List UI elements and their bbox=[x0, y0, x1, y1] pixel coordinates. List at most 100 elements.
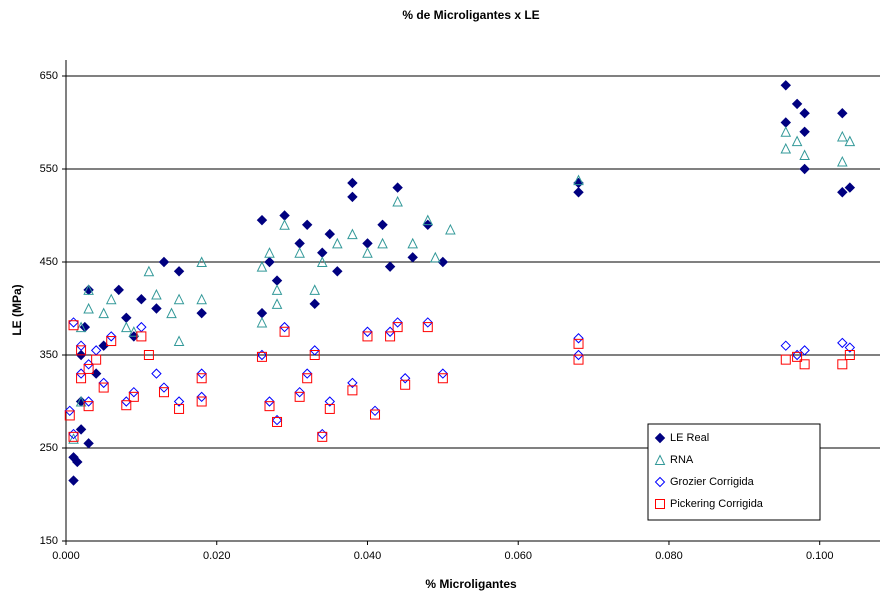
point bbox=[294, 247, 305, 258]
point bbox=[83, 363, 94, 374]
point bbox=[264, 247, 275, 258]
legend-box bbox=[647, 423, 821, 521]
point bbox=[347, 191, 358, 203]
point bbox=[309, 345, 320, 356]
point bbox=[445, 223, 456, 235]
point bbox=[121, 312, 132, 324]
point bbox=[294, 386, 305, 398]
point bbox=[68, 317, 79, 328]
point bbox=[437, 368, 449, 379]
legend-marker bbox=[654, 476, 666, 488]
point bbox=[72, 456, 83, 468]
point bbox=[780, 354, 791, 365]
point bbox=[369, 405, 381, 417]
point bbox=[83, 438, 94, 449]
point bbox=[377, 219, 388, 231]
point bbox=[256, 261, 268, 272]
point bbox=[780, 80, 791, 91]
x-tick-label: 0.100 bbox=[806, 550, 834, 562]
legend-marker bbox=[654, 432, 666, 444]
point bbox=[837, 155, 848, 167]
point bbox=[309, 350, 320, 360]
point bbox=[317, 428, 328, 440]
point bbox=[844, 350, 855, 360]
point bbox=[573, 349, 584, 361]
point bbox=[75, 340, 87, 351]
point bbox=[128, 326, 140, 337]
point bbox=[385, 331, 396, 342]
point bbox=[256, 351, 267, 362]
point bbox=[362, 326, 373, 337]
point bbox=[392, 322, 403, 333]
point bbox=[362, 238, 373, 249]
point bbox=[422, 214, 434, 226]
point bbox=[196, 373, 207, 384]
point bbox=[279, 326, 290, 337]
point bbox=[302, 373, 313, 384]
point bbox=[392, 182, 403, 193]
point bbox=[362, 247, 373, 258]
point bbox=[573, 354, 584, 365]
point bbox=[68, 433, 79, 444]
point bbox=[128, 386, 140, 398]
point bbox=[173, 293, 185, 305]
point bbox=[143, 350, 154, 360]
point bbox=[799, 359, 810, 370]
point bbox=[166, 307, 177, 319]
point bbox=[347, 228, 358, 240]
point bbox=[106, 331, 117, 342]
x-tick-label: 0.060 bbox=[504, 550, 532, 562]
point bbox=[143, 265, 155, 277]
point bbox=[256, 307, 268, 319]
point bbox=[294, 238, 305, 249]
point bbox=[120, 321, 132, 333]
point bbox=[430, 251, 441, 263]
point bbox=[279, 321, 290, 333]
point bbox=[158, 387, 169, 398]
point bbox=[799, 126, 810, 138]
point bbox=[837, 130, 848, 142]
point bbox=[105, 293, 117, 305]
point bbox=[83, 302, 94, 314]
point bbox=[264, 401, 275, 412]
y-tick-label: 250 bbox=[40, 442, 58, 454]
point bbox=[136, 321, 147, 333]
point bbox=[332, 237, 343, 249]
point bbox=[196, 391, 207, 403]
point bbox=[173, 266, 185, 277]
point bbox=[400, 379, 411, 390]
y-tick-label: 350 bbox=[40, 349, 58, 361]
point bbox=[799, 149, 810, 161]
point bbox=[791, 98, 803, 110]
point bbox=[256, 316, 268, 328]
point bbox=[121, 400, 132, 411]
point bbox=[407, 252, 418, 263]
point bbox=[844, 135, 856, 147]
y-tick-label: 550 bbox=[40, 163, 58, 175]
y-tick-label: 450 bbox=[40, 256, 58, 268]
point bbox=[792, 351, 803, 362]
point bbox=[83, 284, 94, 296]
point bbox=[799, 163, 810, 175]
point bbox=[98, 307, 109, 319]
point bbox=[173, 396, 185, 407]
point bbox=[799, 345, 810, 356]
point bbox=[573, 333, 584, 344]
point bbox=[791, 349, 803, 361]
point bbox=[317, 247, 328, 258]
point bbox=[301, 368, 313, 379]
point bbox=[76, 373, 87, 384]
point bbox=[196, 396, 207, 407]
legend-label: Grozier Corrigida bbox=[670, 476, 755, 488]
legend-marker bbox=[654, 454, 666, 465]
point bbox=[324, 228, 336, 240]
x-tick-label: 0.040 bbox=[354, 550, 382, 562]
x-tick-label: 0.000 bbox=[52, 550, 80, 562]
point bbox=[196, 293, 207, 305]
point bbox=[113, 284, 124, 296]
point bbox=[83, 401, 94, 412]
point bbox=[264, 256, 275, 268]
point bbox=[573, 174, 584, 186]
point bbox=[844, 342, 856, 353]
